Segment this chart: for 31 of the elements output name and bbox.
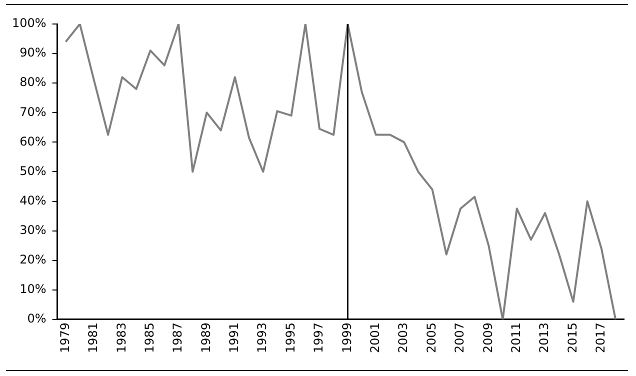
x-tick-label: 2015: [565, 322, 580, 354]
x-tick-label: 2003: [396, 322, 410, 354]
y-tick-label: 60%: [20, 134, 46, 148]
x-tick-label: 1999: [340, 322, 354, 354]
x-tick-label: 1987: [170, 322, 185, 354]
y-tick-label: 30%: [20, 222, 46, 237]
x-tick-label: 1991: [227, 322, 242, 354]
y-tick-label: 10%: [20, 282, 46, 296]
x-tick-label: 2013: [537, 322, 552, 354]
x-tick-label: 1993: [255, 322, 270, 354]
x-tick-label: 2009: [480, 322, 495, 354]
y-tick-label: 70%: [20, 104, 46, 119]
y-tick-label: 50%: [20, 164, 46, 178]
x-tick-label: 2001: [368, 322, 382, 354]
x-tick-label: 2017: [594, 322, 608, 354]
x-tick-label: 1981: [86, 322, 100, 354]
x-tick-label: 1989: [198, 322, 213, 354]
x-tick-label: 2007: [452, 322, 467, 354]
y-tick-label: 20%: [20, 252, 46, 266]
x-tick-label: 1997: [312, 322, 326, 354]
x-tick-label: 1985: [142, 322, 156, 354]
x-tick-label: 1983: [114, 322, 128, 354]
x-tick-label: 1979: [58, 322, 72, 354]
y-tick-label: 90%: [20, 46, 46, 60]
x-tick-label: 1995: [283, 322, 298, 354]
y-tick-label: 40%: [20, 193, 46, 208]
y-tick-label: 100%: [12, 16, 46, 30]
y-tick-label: 0%: [27, 312, 46, 326]
x-tick-label: 2011: [508, 322, 523, 354]
x-tick-label: 2005: [424, 322, 438, 354]
y-tick-label: 80%: [20, 75, 46, 90]
